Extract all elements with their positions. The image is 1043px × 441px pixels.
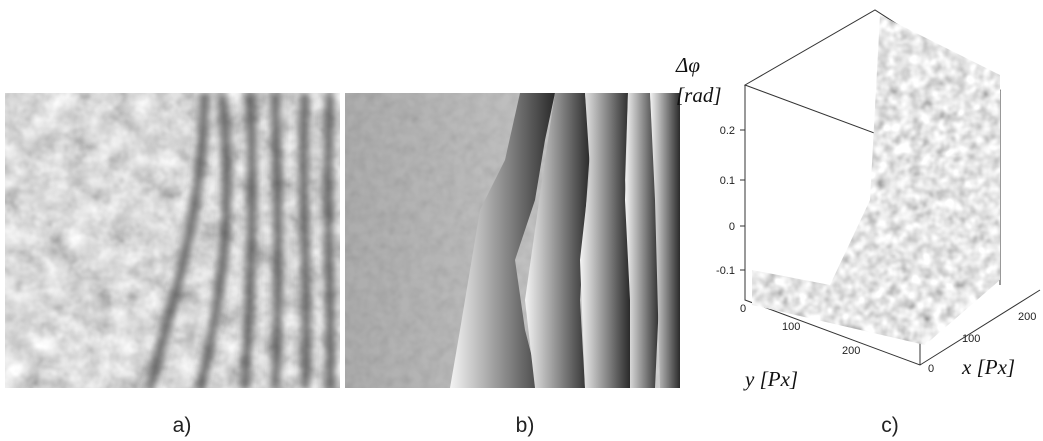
caption: b) [516,414,535,437]
axis-label: [rad] [676,83,722,107]
tick-label: 0 [740,303,746,315]
caption: a) [173,414,192,437]
tick-label: 200 [1018,311,1036,323]
axis-label: y [Px] [743,367,798,391]
image-b [345,93,680,388]
tick-label: 100 [782,321,800,333]
axis-label: Δφ [675,53,700,77]
tick-label: 200 [842,345,860,357]
tick-label: 0.1 [720,175,735,187]
tick-label: -0.1 [716,265,735,277]
caption: c) [881,414,899,437]
tick-label: 0.2 [720,125,735,137]
surface-plot [740,10,1040,370]
tick-label: 0 [729,221,735,233]
figure: Δφ [rad] 0.2 0.1 0 -0.1 0 100 200 y [Px]… [0,0,1043,441]
tick-label: 100 [962,333,980,345]
image-a [5,93,340,390]
axis-label: x [Px] [961,355,1015,379]
tick-label: 0 [928,363,934,375]
